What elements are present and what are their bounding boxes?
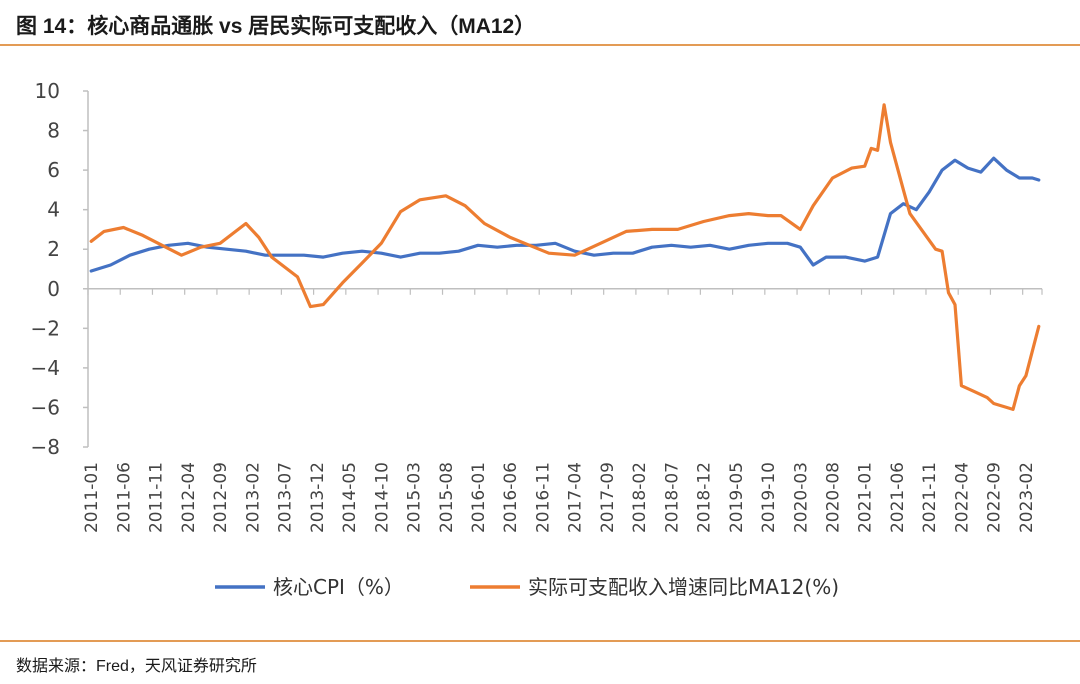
y-tick-label: −6 xyxy=(31,395,60,419)
x-tick-label: 2012-04 xyxy=(179,462,199,533)
x-tick-label: 2022-04 xyxy=(952,462,972,533)
y-tick-label: 2 xyxy=(47,237,60,261)
bottom-divider xyxy=(0,640,1080,642)
x-tick-label: 2013-07 xyxy=(276,462,296,533)
x-tick-label: 2017-09 xyxy=(598,462,618,533)
x-tick-label: 2023-02 xyxy=(1017,462,1037,533)
y-axis: 10 8 6 4 2 0 −2 −4 −6 −8 xyxy=(31,79,89,459)
x-tick-label: 2013-02 xyxy=(243,462,263,533)
x-tick-label: 2011-06 xyxy=(114,462,134,533)
x-tick-label: 2020-03 xyxy=(791,462,811,533)
y-tick-label: 10 xyxy=(35,79,60,103)
legend-core-cpi-label: 核心CPI（%） xyxy=(273,575,404,599)
x-axis: 2011-01 2011-06 2011-11 2012-04 2012-09 2013-… xyxy=(82,288,1043,533)
x-tick-label: 2011-01 xyxy=(82,462,102,533)
x-tick-label: 2016-06 xyxy=(501,462,521,533)
top-divider xyxy=(0,44,1080,46)
x-tick-label: 2014-10 xyxy=(372,462,392,533)
x-tick-label: 2011-11 xyxy=(147,462,167,533)
y-tick-label: 8 xyxy=(47,119,60,143)
x-tick-label: 2015-03 xyxy=(405,462,425,533)
chart-title: 图 14：核心商品通胀 vs 居民实际可支配收入（MA12） xyxy=(16,15,536,38)
series-core-cpi-line xyxy=(89,156,1041,273)
x-tick-label: 2022-09 xyxy=(985,462,1005,533)
series-real-income-line xyxy=(89,103,1041,411)
y-tick-label: −2 xyxy=(31,316,60,340)
x-tick-label: 2019-05 xyxy=(727,462,747,533)
x-tick-label: 2015-08 xyxy=(437,462,457,533)
source-note: 数据来源：Fred，天风证券研究所 xyxy=(16,658,257,675)
x-tick-label: 2014-05 xyxy=(340,462,360,533)
x-tick-label: 2018-02 xyxy=(630,462,650,533)
x-tick-label: 2018-12 xyxy=(695,462,715,533)
x-tick-label: 2021-06 xyxy=(888,462,908,533)
x-tick-label: 2021-11 xyxy=(920,462,940,533)
y-tick-label: 0 xyxy=(47,277,60,301)
x-tick-label: 2013-12 xyxy=(308,462,328,533)
x-tick-label: 2016-01 xyxy=(469,462,489,533)
x-tick-label: 2021-01 xyxy=(856,462,876,533)
x-tick-label: 2016-11 xyxy=(533,462,553,533)
x-tick-label: 2020-08 xyxy=(824,462,844,533)
y-tick-label: 6 xyxy=(47,158,60,182)
series-layer xyxy=(89,103,1041,411)
y-tick-label: −4 xyxy=(31,356,60,380)
x-tick-label: 2012-09 xyxy=(211,462,231,533)
x-tick-label: 2019-10 xyxy=(759,462,779,533)
x-tick-label: 2018-07 xyxy=(662,462,682,533)
y-tick-label: 4 xyxy=(47,198,60,222)
x-tick-label: 2017-04 xyxy=(566,462,586,533)
y-tick-label: −8 xyxy=(31,435,60,459)
legend-real-income-label: 实际可支配收入增速同比MA12(%) xyxy=(528,575,839,599)
legend: 核心CPI（%） 实际可支配收入增速同比MA12(%) xyxy=(215,575,839,599)
